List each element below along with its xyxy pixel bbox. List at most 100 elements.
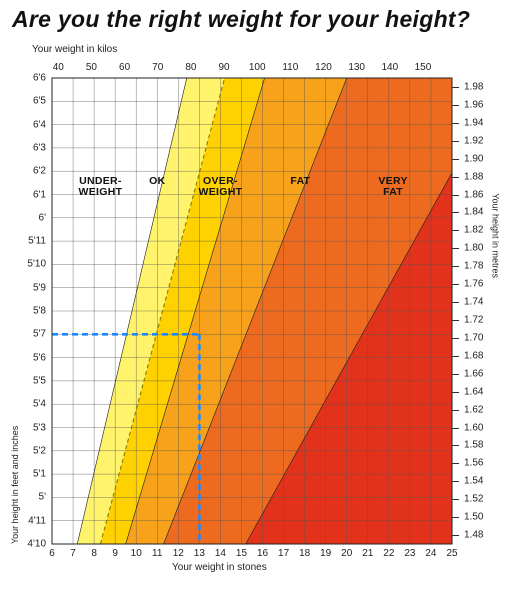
tick-right: 1.50 [464, 512, 483, 523]
tick-left: 5'10 [20, 259, 46, 270]
band-label-over-weight: OVER- WEIGHT [199, 176, 243, 199]
tick-mark-right [452, 463, 459, 464]
tick-right: 1.74 [464, 297, 483, 308]
tick-right: 1.88 [464, 171, 483, 182]
tick-right: 1.78 [464, 261, 483, 272]
tick-right: 1.62 [464, 404, 483, 415]
bmi-chart-svg [0, 0, 505, 591]
tick-right: 1.96 [464, 99, 483, 110]
tick-left: 6'1 [20, 189, 46, 200]
tick-left: 6' [20, 212, 46, 223]
tick-left: 5' [20, 492, 46, 503]
tick-mark-right [452, 410, 459, 411]
axis-title-right: Your height in metres [491, 193, 501, 278]
tick-mark-right [452, 230, 459, 231]
tick-mark-right [452, 499, 459, 500]
tick-right: 1.92 [464, 135, 483, 146]
tick-top: 40 [53, 62, 64, 73]
tick-bottom: 14 [215, 548, 226, 559]
tick-right: 1.48 [464, 530, 483, 541]
tick-right: 1.84 [464, 207, 483, 218]
tick-left: 4'11 [20, 515, 46, 526]
tick-mark-right [452, 302, 459, 303]
tick-bottom: 7 [70, 548, 76, 559]
tick-mark-right [452, 105, 459, 106]
tick-mark-right [452, 481, 459, 482]
tick-bottom: 13 [194, 548, 205, 559]
tick-bottom: 10 [131, 548, 142, 559]
tick-right: 1.90 [464, 153, 483, 164]
tick-mark-right [452, 159, 459, 160]
tick-mark-right [452, 284, 459, 285]
tick-right: 1.56 [464, 458, 483, 469]
tick-top: 50 [86, 62, 97, 73]
tick-bottom: 9 [112, 548, 118, 559]
tick-left: 5'6 [20, 352, 46, 363]
tick-left: 5'7 [20, 329, 46, 340]
tick-top: 150 [415, 62, 432, 73]
axis-title-top: Your weight in kilos [32, 44, 117, 55]
tick-right: 1.54 [464, 476, 483, 487]
tick-mark-right [452, 374, 459, 375]
tick-mark-right [452, 87, 459, 88]
tick-mark-right [452, 212, 459, 213]
tick-bottom: 18 [299, 548, 310, 559]
tick-left: 6'3 [20, 142, 46, 153]
tick-right: 1.58 [464, 440, 483, 451]
tick-left: 5'11 [20, 236, 46, 247]
tick-left: 5'4 [20, 399, 46, 410]
axis-title-bottom: Your weight in stones [172, 562, 267, 573]
tick-right: 1.98 [464, 81, 483, 92]
band-label-ok: OK [149, 176, 165, 188]
tick-right: 1.80 [464, 243, 483, 254]
axis-title-left: Your height in feet and inches [10, 426, 20, 544]
tick-top: 130 [348, 62, 365, 73]
band-label-very-fat: VERY FAT [378, 176, 407, 199]
tick-top: 110 [282, 62, 298, 73]
tick-right: 1.66 [464, 368, 483, 379]
tick-right: 1.60 [464, 422, 483, 433]
tick-right: 1.86 [464, 189, 483, 200]
tick-mark-right [452, 428, 459, 429]
tick-top: 140 [381, 62, 398, 73]
tick-right: 1.76 [464, 279, 483, 290]
tick-mark-right [452, 123, 459, 124]
tick-right: 1.52 [464, 494, 483, 505]
tick-top: 70 [152, 62, 163, 73]
tick-mark-right [452, 445, 459, 446]
band-label-fat: FAT [290, 176, 310, 188]
tick-bottom: 17 [278, 548, 289, 559]
tick-bottom: 25 [446, 548, 457, 559]
tick-mark-right [452, 141, 459, 142]
tick-mark-right [452, 248, 459, 249]
tick-left: 5'8 [20, 306, 46, 317]
tick-top: 80 [185, 62, 196, 73]
tick-mark-right [452, 535, 459, 536]
tick-left: 6'6 [20, 73, 46, 84]
tick-left: 4'10 [20, 539, 46, 550]
tick-left: 5'9 [20, 282, 46, 293]
tick-top: 100 [249, 62, 266, 73]
tick-mark-right [452, 517, 459, 518]
tick-mark-right [452, 356, 459, 357]
tick-right: 1.64 [464, 386, 483, 397]
tick-left: 6'5 [20, 96, 46, 107]
tick-top: 120 [315, 62, 332, 73]
tick-left: 6'4 [20, 119, 46, 130]
tick-left: 5'2 [20, 445, 46, 456]
tick-bottom: 19 [320, 548, 331, 559]
tick-bottom: 12 [173, 548, 184, 559]
tick-bottom: 21 [362, 548, 373, 559]
tick-right: 1.82 [464, 225, 483, 236]
tick-left: 6'2 [20, 166, 46, 177]
tick-left: 5'3 [20, 422, 46, 433]
tick-top: 60 [119, 62, 130, 73]
tick-right: 1.70 [464, 332, 483, 343]
tick-bottom: 15 [236, 548, 247, 559]
tick-right: 1.68 [464, 350, 483, 361]
tick-bottom: 23 [404, 548, 415, 559]
tick-mark-right [452, 392, 459, 393]
tick-mark-right [452, 177, 459, 178]
tick-bottom: 24 [425, 548, 436, 559]
tick-mark-right [452, 338, 459, 339]
